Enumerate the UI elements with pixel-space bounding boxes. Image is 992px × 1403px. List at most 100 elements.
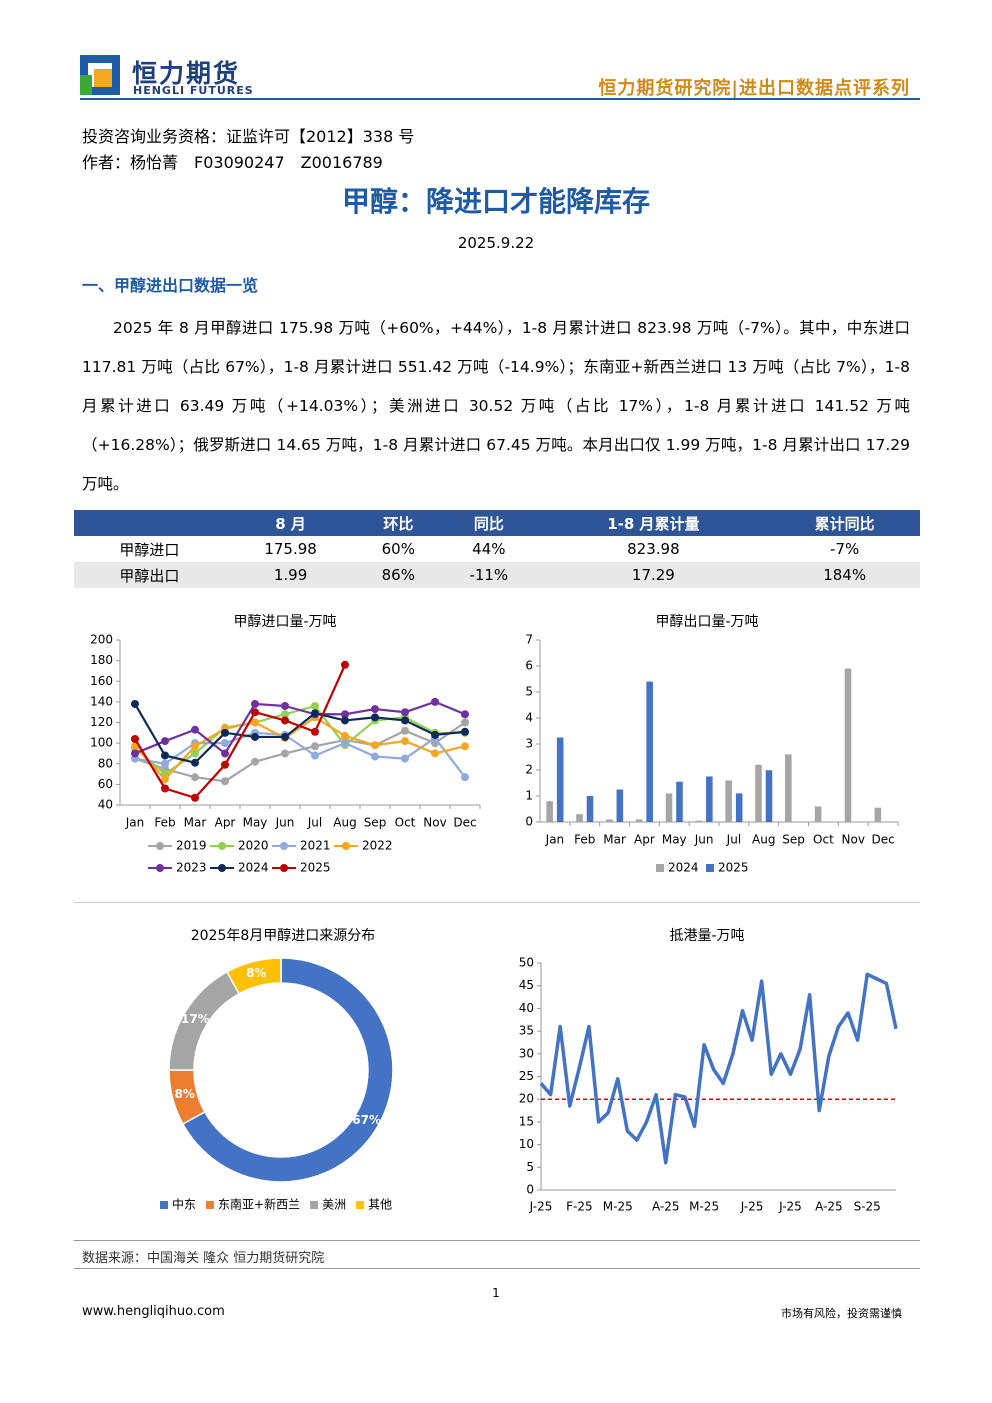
y-tick-label: 60 (98, 777, 113, 791)
table-cell: 823.98 (627, 540, 680, 558)
table-cell: 60% (381, 540, 415, 558)
data-label: 67% (352, 1113, 381, 1127)
series-marker (431, 730, 439, 739)
series-marker (461, 773, 469, 782)
series-marker (281, 749, 289, 758)
series-marker (161, 775, 169, 784)
bar (616, 789, 624, 822)
legend-label: 2021 (300, 839, 331, 853)
y-tick-label: 120 (90, 715, 113, 729)
chart-export: 甲醇出口量-万吨 0 1 2 3 4 5 6 7 Jan Feb Mar Apr May Jun Jul Aug… (525, 613, 899, 875)
y-tick-label: 0 (526, 1183, 534, 1197)
y-tick-label: 40 (98, 798, 113, 812)
chart-title: 甲醇进口量-万吨 (233, 613, 336, 630)
series-marker (161, 751, 169, 760)
bar (606, 819, 613, 822)
series-marker (251, 732, 259, 741)
legend-label: 2022 (362, 839, 393, 853)
y-tick-label: 200 (90, 633, 113, 647)
series-marker (131, 735, 139, 743)
bar (635, 819, 643, 822)
x-tick-label: Oct (813, 833, 834, 847)
legend-label: 2019 (176, 839, 207, 853)
x-tick-label: Mar (603, 833, 626, 847)
table-cell: 184% (823, 566, 867, 584)
divider (74, 1268, 920, 1269)
bar (646, 681, 653, 822)
series-marker (371, 741, 379, 750)
series-marker (251, 708, 259, 717)
donut-slice (226, 957, 282, 995)
legend-label: 2020 (238, 839, 269, 853)
table-cell: -11% (469, 566, 509, 584)
legend-marker (156, 864, 164, 872)
x-tick-label: Sep (782, 833, 805, 847)
series-marker (311, 727, 319, 736)
data-label: 17% (181, 1012, 210, 1026)
table-cell: 甲醇出口 (119, 566, 180, 585)
series-marker (341, 660, 349, 669)
legend-swatch (656, 864, 664, 872)
series-marker (221, 739, 229, 748)
series-marker (311, 702, 319, 710)
y-tick-label: 5 (525, 685, 533, 699)
divider (74, 902, 920, 903)
series-marker (131, 699, 139, 708)
series-marker (401, 726, 409, 735)
series-marker (191, 758, 199, 767)
series-marker (191, 793, 199, 802)
x-tick-label: J-25 (740, 1200, 764, 1214)
series-marker (371, 752, 379, 761)
series-marker (431, 749, 439, 758)
series-line (134, 664, 347, 799)
legend-swatch (206, 1201, 215, 1209)
series-marker (371, 705, 379, 714)
y-tick-label: 2 (525, 763, 533, 777)
x-tick-label: May (243, 816, 268, 830)
series-marker (221, 777, 229, 786)
bar (695, 820, 703, 822)
series-marker (461, 727, 469, 736)
y-tick-label: 25 (519, 1069, 534, 1083)
series-marker (341, 716, 349, 725)
legend-label: 2025 (300, 861, 331, 875)
x-tick-label: Jul (307, 816, 322, 830)
series-marker (401, 754, 409, 763)
divider (74, 1240, 920, 1241)
x-tick-label: Feb (154, 816, 175, 830)
series-marker (401, 708, 409, 717)
series-marker (401, 716, 409, 725)
legend-label: 中东 (172, 1197, 196, 1212)
table-cell: 17.29 (631, 566, 675, 584)
legend-label: 2024 (668, 861, 699, 875)
header-cell: 累计同比 (769, 510, 920, 536)
x-tick-label: Jul (726, 833, 741, 847)
series-line (134, 731, 466, 778)
series-line (134, 700, 466, 755)
series-marker (281, 716, 289, 725)
header-cell: 同比 (440, 510, 538, 536)
section-heading: 一、甲醇进出口数据一览 (82, 276, 259, 295)
table-cell: 1.99 (273, 566, 308, 584)
bar (785, 754, 792, 822)
bar (874, 807, 882, 822)
series-marker (131, 749, 139, 758)
y-tick-label: 180 (90, 653, 113, 667)
y-tick-label: 4 (525, 711, 533, 725)
series-marker (251, 757, 259, 766)
chart-title: 甲醇出口量-万吨 (655, 613, 758, 630)
header-cell (74, 510, 225, 536)
series-line (539, 972, 898, 1165)
chart-arrivals: 抵港量-万吨 0 5 10 15 20 25 30 35 40 45 50 J-25 F-25 M-25 A-… (519, 928, 898, 1214)
y-tick-label: 10 (519, 1137, 534, 1151)
logo-icon (80, 55, 120, 95)
legend-marker (280, 842, 288, 850)
series-marker (191, 725, 199, 734)
x-tick-label: Nov (423, 816, 446, 830)
table-cell: 44% (472, 540, 506, 558)
header-rule (80, 98, 920, 100)
series-marker (221, 749, 229, 758)
legend-marker (218, 842, 226, 850)
y-tick-label: 15 (519, 1114, 534, 1128)
